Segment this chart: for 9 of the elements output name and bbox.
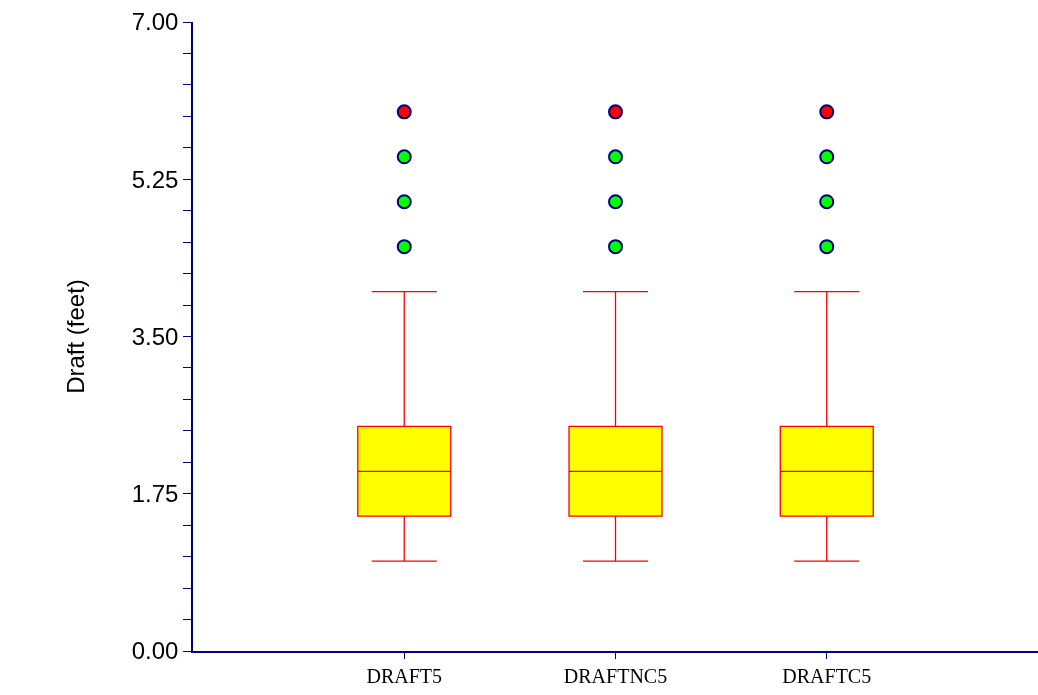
x-tick-label: DRAFTNC5 xyxy=(563,664,668,687)
x-tick-label: DRAFT5 xyxy=(366,664,443,687)
x-tick-label: DRAFTC5 xyxy=(782,664,872,687)
y-tick-label: 3.50 xyxy=(131,322,179,350)
y-axis-title: Draft (feet) xyxy=(62,279,90,394)
y-tick-label: 7.00 xyxy=(131,8,179,36)
y-tick-label: 0.00 xyxy=(131,637,179,665)
y-tick-label: 1.75 xyxy=(131,480,179,508)
y-tick-label: 5.25 xyxy=(131,165,179,193)
